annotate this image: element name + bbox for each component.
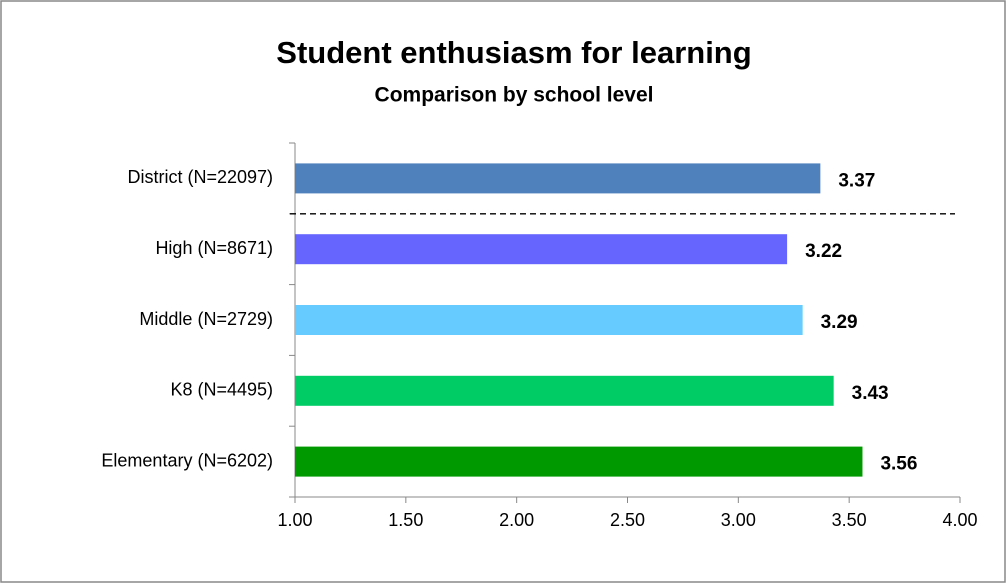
x-tick-label: 2.00 xyxy=(499,510,534,530)
y-tick-label: Elementary (N=6202) xyxy=(101,450,273,470)
y-tick-label: High (N=8671) xyxy=(155,238,273,258)
chart-subtitle: Comparison by school level xyxy=(375,84,654,107)
bar xyxy=(295,446,863,477)
value-label: 3.37 xyxy=(838,170,875,191)
y-tick-label: Middle (N=2729) xyxy=(139,309,273,329)
x-tick-label: 1.00 xyxy=(277,510,312,530)
x-tick-label: 2.50 xyxy=(610,510,645,530)
x-tick-label: 3.00 xyxy=(721,510,756,530)
bar xyxy=(295,305,803,335)
bar xyxy=(295,163,821,194)
y-tick-label: K8 (N=4495) xyxy=(170,380,273,400)
bar xyxy=(295,375,834,406)
value-label: 3.43 xyxy=(852,383,889,404)
chart-title: Student enthusiasm for learning xyxy=(276,35,751,70)
value-label: 3.22 xyxy=(805,241,842,262)
x-tick-label: 3.50 xyxy=(832,510,867,530)
x-tick-label: 4.00 xyxy=(942,510,977,530)
value-label: 3.56 xyxy=(880,454,917,475)
x-tick-label: 1.50 xyxy=(388,510,423,530)
bar xyxy=(295,234,788,265)
value-label: 3.29 xyxy=(821,312,858,333)
y-tick-label: District (N=22097) xyxy=(127,167,273,187)
